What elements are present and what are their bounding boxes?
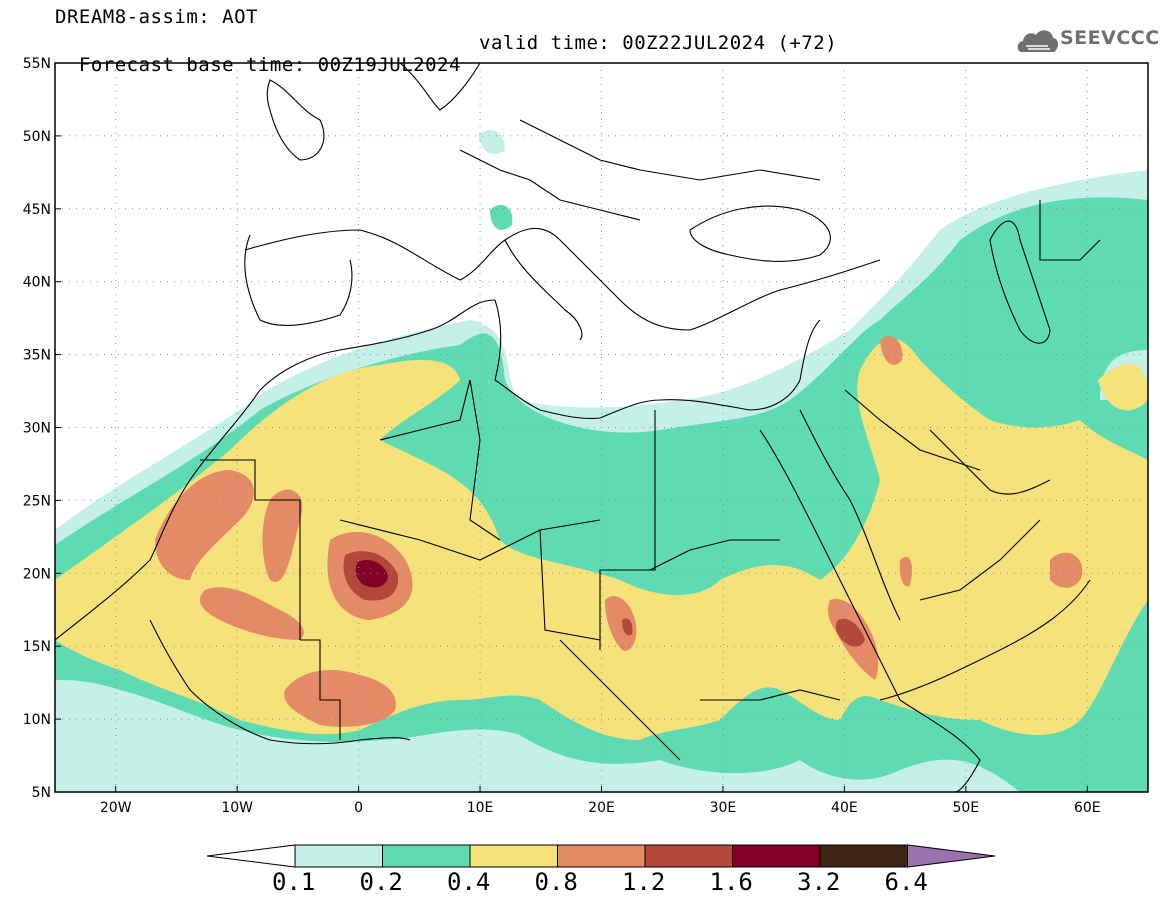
- lon-tick-label: 30E: [710, 800, 737, 816]
- lat-tick-label: 20N: [23, 566, 51, 582]
- lon-tick-label: 60E: [1074, 800, 1101, 816]
- lat-tick-label: 10N: [23, 712, 51, 728]
- coastlines: [55, 63, 1101, 792]
- colorbar-segment: [644, 844, 733, 868]
- colorbar-label: 1.2: [622, 868, 666, 896]
- lon-tick-label: 0: [354, 800, 363, 816]
- graticule: [55, 63, 1148, 792]
- cloud-icon: [1017, 30, 1059, 52]
- valid-time: valid time: 00Z22JUL2024 (+72): [479, 32, 838, 54]
- lon-tick-label: 20W: [100, 800, 132, 816]
- colorbar-label: 0.2: [359, 868, 403, 896]
- logo-text: SEEVCCC: [1060, 27, 1160, 49]
- colorbar-segment: [382, 844, 471, 868]
- colorbar-above-arrow: [907, 844, 996, 868]
- aot-field: [55, 130, 1148, 792]
- colorbar-label: 0.4: [447, 868, 491, 896]
- colorbar-segment: [732, 844, 821, 868]
- colorbar-segment: [557, 844, 646, 868]
- map-title: DREAM8-assim: AOT: [55, 6, 258, 28]
- forecast-times: Forecast base time: 00Z19JUL2024 valid t…: [55, 32, 837, 98]
- lat-tick-label: 5N: [32, 785, 51, 801]
- aot-level-0.8: [155, 336, 1083, 727]
- lat-tick-label: 25N: [23, 493, 51, 509]
- lat-tick-label: 50N: [23, 129, 51, 145]
- base-time: Forecast base time: 00Z19JUL2024: [78, 54, 461, 76]
- lat-tick-label: 15N: [23, 639, 51, 655]
- colorbar-below-arrow: [206, 844, 296, 868]
- lat-tick-label: 30N: [23, 421, 51, 437]
- axes: 5N 10N 15N 20N 25N 30N 35N 40N 45N 50N 55N 20W 10W 0 1…: [23, 56, 1101, 816]
- lon-tick-label: 40E: [831, 800, 858, 816]
- lon-tick-label: 50E: [952, 800, 979, 816]
- lon-tick-label: 20E: [588, 800, 615, 816]
- aot-level-0.4: [55, 338, 1148, 740]
- colorbar-segment: [294, 844, 383, 868]
- lon-tick-label: 10W: [221, 800, 253, 816]
- lat-tick-label: 40N: [23, 275, 51, 291]
- colorbar: [206, 844, 996, 868]
- colorbar-label: 0.8: [534, 868, 578, 896]
- lat-tick-label: 45N: [23, 202, 51, 218]
- colorbar-segment: [819, 844, 908, 868]
- aot-level-1.6: [355, 559, 388, 588]
- lat-tick-label: 55N: [23, 56, 51, 72]
- colorbar-label: 6.4: [884, 868, 928, 896]
- lon-tick-label: 10E: [467, 800, 494, 816]
- colorbar-segment: [469, 844, 558, 868]
- colorbar-label: 0.1: [272, 868, 316, 896]
- colorbar-label: 1.6: [709, 868, 753, 896]
- colorbar-label: 3.2: [797, 868, 841, 896]
- lat-tick-label: 35N: [23, 348, 51, 364]
